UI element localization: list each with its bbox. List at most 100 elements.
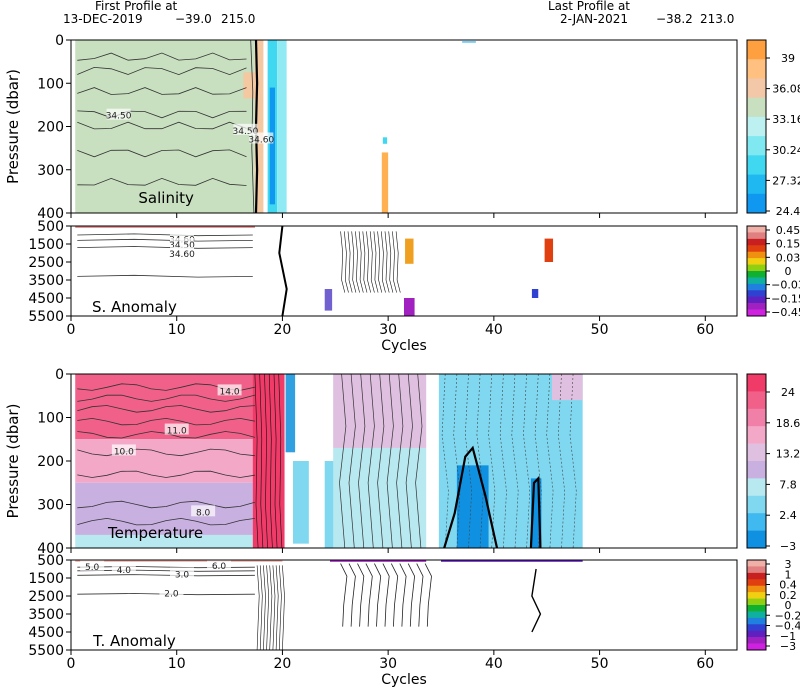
y-tick-label: 1500 xyxy=(28,237,64,253)
x-tick-label: 0 xyxy=(67,322,76,338)
temp-contour-line xyxy=(77,448,255,457)
colorbar-swatch xyxy=(747,309,766,317)
y-tick-label: 5500 xyxy=(28,643,64,659)
tanom-contour-front xyxy=(275,565,279,651)
salinity-contour-line xyxy=(77,149,247,158)
salinity-fill-patch xyxy=(243,72,256,99)
sanom-contour-dense xyxy=(347,231,353,293)
sanom-contour-dense xyxy=(351,231,357,293)
tanom-contour-block2 xyxy=(531,568,542,633)
temp-fill-cool xyxy=(75,482,262,535)
colorbar-swatch xyxy=(747,426,766,444)
salinity-fill-col2 xyxy=(277,40,287,213)
temp-contour-cold2 xyxy=(529,475,542,549)
tanom-fill-topband xyxy=(75,560,283,562)
colorbar-swatch xyxy=(747,566,766,574)
sanom-fill-col44 xyxy=(531,289,539,298)
temp-fill-col18 xyxy=(252,374,285,548)
colorbar-tick-label: −0.03 xyxy=(771,279,800,292)
sanom-contour-dense xyxy=(362,231,368,293)
salinity-contour-line xyxy=(77,87,247,95)
y-axis-label: Pressure (dbar) xyxy=(4,69,22,184)
x-tick-label: 10 xyxy=(168,656,186,672)
tanom-fill-band3 xyxy=(441,560,583,562)
colorbar-swatch xyxy=(747,598,766,606)
temp-contour-block2 xyxy=(569,373,577,549)
y-tick-label: 400 xyxy=(37,206,64,222)
sanom-contour-line xyxy=(77,246,253,249)
salinity-contour-line xyxy=(77,110,247,119)
colorbar-frame xyxy=(746,373,767,549)
temp-contour-front xyxy=(264,373,268,549)
colorbar-swatch xyxy=(747,251,766,259)
colorbar-tick-label: −3 xyxy=(780,540,796,553)
temp-contour-block1 xyxy=(339,373,347,549)
temp-contour-line xyxy=(77,500,256,509)
colorbar-swatch xyxy=(747,264,766,272)
tanom-contour-block1 xyxy=(340,563,348,627)
colorbar-tick-label: 36.08 xyxy=(772,83,800,96)
temp-fill-col21 xyxy=(293,461,309,544)
y-tick-label: 100 xyxy=(37,411,64,427)
contour-label-bg xyxy=(207,558,231,570)
colorbar-swatch xyxy=(747,617,766,625)
tanom-contour-block1 xyxy=(399,563,407,627)
contour-label-bg xyxy=(249,132,274,144)
contour-label: 10.0 xyxy=(114,447,134,457)
colorbar-tick-label: −0.15 xyxy=(771,292,800,305)
y-tick-label: 300 xyxy=(37,163,64,179)
y-tick-label: 2500 xyxy=(28,255,64,271)
colorbar-tick-label: 0 xyxy=(785,265,792,278)
colorbar-frame xyxy=(746,39,767,214)
tanom-contour-front xyxy=(256,565,260,651)
tanom-contour-block1 xyxy=(407,563,416,627)
temp-contour-block1 xyxy=(367,373,375,549)
first-profile-date: 13-DEC-2019 xyxy=(63,12,143,26)
contour-label-bg xyxy=(111,562,136,574)
fill-layer xyxy=(75,40,583,616)
colorbar-tick-label: 24.4 xyxy=(776,205,800,218)
x-tick-label: 20 xyxy=(274,322,292,338)
tanom-contour-block1 xyxy=(390,563,399,627)
salinity-fill-main xyxy=(75,40,255,213)
contour-label-bg xyxy=(111,444,136,456)
y-tick-label: 3500 xyxy=(28,607,64,623)
salinity-fill-warm xyxy=(254,40,264,213)
temp-contour-block2 xyxy=(464,373,473,549)
colorbar-swatch xyxy=(747,59,766,79)
contour-label: 34.60 xyxy=(248,135,274,145)
contour-label: 34.60 xyxy=(169,250,195,260)
tanom-contour-line xyxy=(77,569,255,572)
x-tick-label: 60 xyxy=(696,322,714,338)
last-profile-lon: 213.0 xyxy=(700,12,735,26)
colorbar-swatch xyxy=(747,572,766,580)
temp-contour-line xyxy=(77,417,255,426)
temp-contour-block1 xyxy=(405,373,413,549)
y-tick-label: 5500 xyxy=(28,309,64,325)
tanom-contour-front xyxy=(266,565,270,651)
sanom-contour-line xyxy=(77,274,253,278)
contour-label: 14.0 xyxy=(220,387,240,397)
tanom-contour-front xyxy=(279,565,282,651)
y-tick-label: 3500 xyxy=(28,273,64,289)
contour-layer: 34.5034.5034.6034.6034.5034.6014.011.010… xyxy=(77,39,577,651)
colorbar-swatch xyxy=(747,513,766,531)
colorbar-tick-label: 0.45 xyxy=(776,224,800,237)
temp-contour-block2 xyxy=(546,373,554,549)
colorbar-tick-label: 13.2 xyxy=(776,448,800,461)
first-profile-lat: −39.0 xyxy=(175,12,212,26)
colorbar-tick-label: 33.16 xyxy=(772,113,800,126)
sanom-contour-edge xyxy=(278,225,288,317)
temp-contour-block1 xyxy=(358,373,366,549)
colorbar-tick-label: 0.4 xyxy=(779,579,797,592)
contour-label-bg xyxy=(164,423,189,435)
panel-title: S. Anomaly xyxy=(92,298,177,316)
contour-label-bg xyxy=(80,559,105,571)
sanom-contour-dense xyxy=(381,231,386,293)
temp-contour-block2 xyxy=(523,373,531,549)
colorbar-swatch xyxy=(747,245,766,253)
contour-label: 5.0 xyxy=(85,563,100,573)
y-axis-label: Pressure (dbar) xyxy=(4,404,22,519)
tanom-contour-block1 xyxy=(424,563,432,627)
